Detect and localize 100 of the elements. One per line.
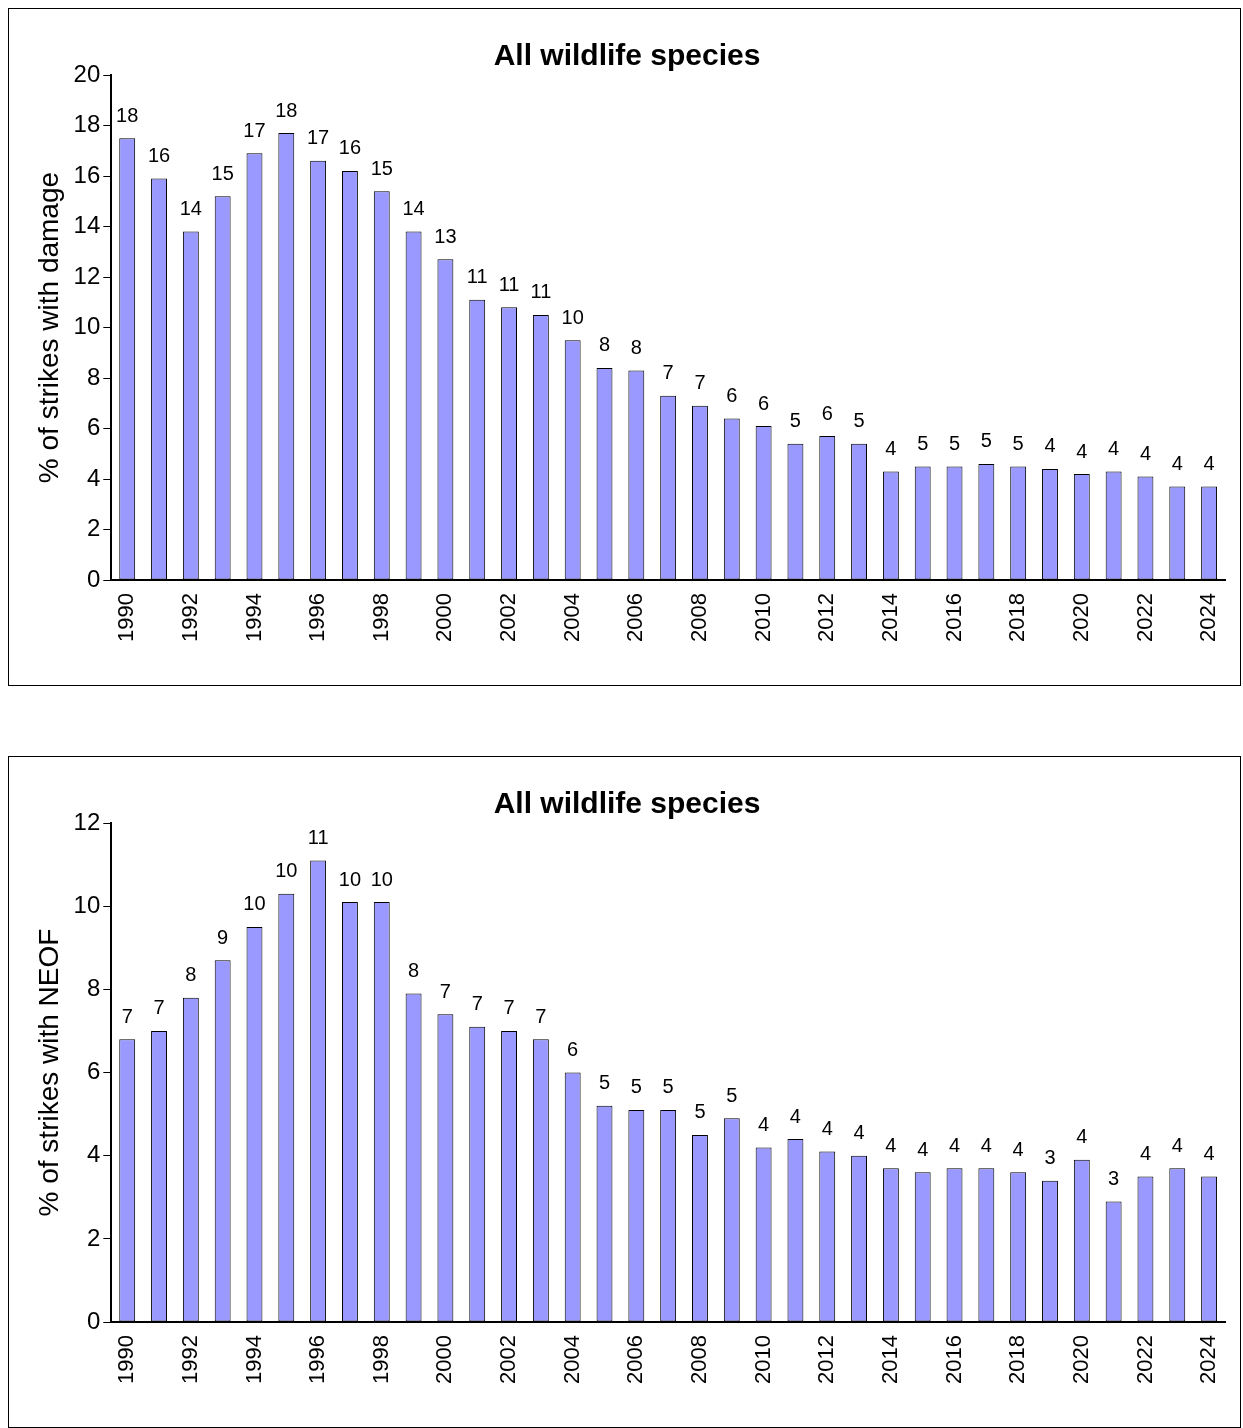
data-label: 11 xyxy=(466,265,488,288)
data-label: 10 xyxy=(338,867,362,890)
data-label: 17 xyxy=(307,126,330,149)
x-tick-label: 1992 xyxy=(176,1335,202,1385)
data-label: 4 xyxy=(885,436,897,459)
data-label: 14 xyxy=(402,197,425,220)
y-tick-label: 6 xyxy=(86,1057,101,1085)
data-label: 5 xyxy=(726,1083,738,1106)
y-tick-label: 4 xyxy=(86,463,101,491)
data-label: 5 xyxy=(789,409,801,432)
data-label: 11 xyxy=(498,272,520,295)
data-label: 4 xyxy=(1076,439,1088,462)
data-label: 3 xyxy=(1108,1166,1120,1189)
data-label: 15 xyxy=(370,156,393,179)
x-tick-label: 2020 xyxy=(1067,1335,1093,1385)
data-label: 10 xyxy=(275,859,298,882)
y-tick-label: 14 xyxy=(73,211,101,239)
data-label: 4 xyxy=(1108,436,1120,459)
x-tick-label: 2000 xyxy=(431,593,457,643)
data-label: 16 xyxy=(338,136,362,159)
x-tick-label: 2008 xyxy=(686,593,712,643)
x-tick-label: 2024 xyxy=(1195,593,1221,643)
data-label: 6 xyxy=(726,383,738,406)
x-tick-label: 2010 xyxy=(749,1335,775,1385)
x-tick-label: 1990 xyxy=(113,1335,139,1385)
data-label: 8 xyxy=(185,963,197,986)
data-label: 4 xyxy=(1171,452,1183,475)
x-tick-label: 2000 xyxy=(431,1335,457,1385)
x-tick-label: 2006 xyxy=(622,593,648,643)
data-label: 7 xyxy=(121,1004,133,1027)
x-tick-label: 2014 xyxy=(876,593,902,643)
data-label: 5 xyxy=(1012,431,1024,454)
data-label: 4 xyxy=(853,1121,865,1144)
data-label: 9 xyxy=(217,925,229,948)
y-tick-label: 2 xyxy=(86,1223,101,1251)
data-label: 4 xyxy=(821,1117,833,1140)
y-tick-label: 8 xyxy=(86,362,101,390)
x-tick-label: 2010 xyxy=(749,593,775,643)
data-label: 5 xyxy=(630,1075,642,1098)
data-label: 4 xyxy=(1012,1137,1024,1160)
x-tick-label: 2016 xyxy=(940,1335,966,1385)
data-label: 7 xyxy=(153,996,165,1019)
data-label: 4 xyxy=(1076,1125,1088,1148)
data-label: 4 xyxy=(917,1137,929,1160)
y-tick-label: 12 xyxy=(73,261,101,289)
data-label: 4 xyxy=(1203,452,1215,475)
data-label: 4 xyxy=(1139,1142,1152,1165)
x-tick-label: 2004 xyxy=(558,1335,584,1385)
x-tick-label: 1992 xyxy=(176,593,202,643)
x-tick-label: 1996 xyxy=(304,1335,330,1385)
data-label: 11 xyxy=(530,280,552,303)
x-tick-label: 2018 xyxy=(1004,593,1030,643)
data-label: 17 xyxy=(243,118,266,141)
y-tick-label: 10 xyxy=(73,890,101,918)
data-label: 4 xyxy=(1044,434,1056,457)
data-label: 6 xyxy=(821,401,833,424)
data-label: 8 xyxy=(408,959,420,982)
data-label: 5 xyxy=(948,431,961,454)
x-tick-label: 1994 xyxy=(240,1335,266,1385)
data-label: 5 xyxy=(694,1100,706,1123)
data-label: 6 xyxy=(567,1038,579,1061)
data-label: 4 xyxy=(885,1133,897,1156)
y-axis-title: % of strikes with NEOF xyxy=(32,928,64,1217)
data-label: 4 xyxy=(1203,1142,1215,1165)
data-label: 14 xyxy=(179,197,202,220)
data-label: 18 xyxy=(116,103,139,126)
y-tick-label: 0 xyxy=(86,1306,101,1334)
data-label: 4 xyxy=(758,1112,770,1135)
data-label: 18 xyxy=(275,98,298,121)
data-label: 7 xyxy=(471,992,483,1015)
x-tick-label: 1998 xyxy=(367,593,393,643)
data-label: 7 xyxy=(439,979,451,1002)
y-tick-label: 18 xyxy=(73,110,101,138)
x-tick-label: 1994 xyxy=(240,593,266,643)
chart-title: All wildlife species xyxy=(493,38,761,72)
x-tick-label: 2022 xyxy=(1131,1335,1157,1385)
y-tick-label: 16 xyxy=(73,160,101,188)
x-tick-label: 2002 xyxy=(495,593,521,643)
x-tick-label: 1998 xyxy=(367,1335,393,1385)
data-label: 8 xyxy=(598,333,611,356)
data-label: 8 xyxy=(630,335,642,358)
y-tick-label: 12 xyxy=(73,807,101,835)
y-axis-title: % of strikes with damage xyxy=(32,171,64,484)
x-tick-label: 2012 xyxy=(813,593,839,643)
data-label: 7 xyxy=(503,996,515,1019)
data-label: 4 xyxy=(980,1133,992,1156)
chart-title: All wildlife species xyxy=(493,786,761,820)
data-label: 4 xyxy=(789,1104,801,1127)
data-label: 7 xyxy=(694,371,706,394)
x-tick-label: 2018 xyxy=(1004,1335,1030,1385)
x-tick-label: 2006 xyxy=(622,1335,648,1385)
x-tick-label: 2020 xyxy=(1067,593,1093,643)
y-tick-label: 2 xyxy=(86,514,101,542)
x-tick-label: 2008 xyxy=(686,1335,712,1385)
x-tick-label: 2022 xyxy=(1131,593,1157,643)
data-label: 11 xyxy=(307,825,329,848)
y-tick-label: 10 xyxy=(73,312,101,340)
y-tick-label: 0 xyxy=(86,564,101,592)
x-tick-label: 2014 xyxy=(876,1335,902,1385)
x-tick-label: 1996 xyxy=(304,593,330,643)
